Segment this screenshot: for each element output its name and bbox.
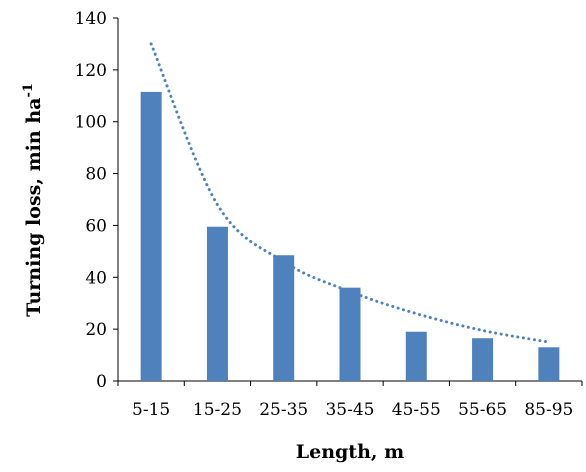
trendline <box>149 42 551 344</box>
y-axis-title-superscript: -1 <box>21 83 36 97</box>
bar <box>140 91 162 382</box>
y-tick-label: 80 <box>85 165 107 185</box>
x-tick-label: 35-45 <box>325 400 374 420</box>
x-axis-title: Length, m <box>296 441 404 463</box>
x-tick-label: 55-65 <box>458 400 507 420</box>
x-tick-label: 5-15 <box>132 400 170 420</box>
x-axis: 5-15 15-25 25-35 35-45 45-55 55-65 85-95 <box>117 380 583 420</box>
y-tick-label: 140 <box>75 9 107 29</box>
y-tick-label: 20 <box>85 320 107 340</box>
bar <box>538 347 560 381</box>
y-tick-label: 0 <box>96 372 107 392</box>
bar <box>206 226 228 381</box>
y-tick-label: 60 <box>85 216 107 236</box>
y-tick-label: 40 <box>85 268 107 288</box>
y-axis: 0 20 40 60 80 100 120 140 <box>75 9 119 392</box>
x-tick-label: 25-35 <box>259 400 308 420</box>
y-tick-label: 100 <box>75 113 107 133</box>
x-tick-label: 45-55 <box>392 400 441 420</box>
bar <box>339 287 361 381</box>
bar <box>405 331 427 381</box>
x-tick-label: 85-95 <box>524 400 573 420</box>
y-tick-label: 120 <box>75 61 107 81</box>
x-tick-label: 15-25 <box>193 400 242 420</box>
bar <box>472 338 494 381</box>
bar <box>273 255 295 381</box>
bar-series <box>140 91 560 382</box>
y-axis-title: Turning loss, min ha-1 <box>21 83 45 317</box>
y-axis-title-text: Turning loss, min ha <box>23 98 45 317</box>
